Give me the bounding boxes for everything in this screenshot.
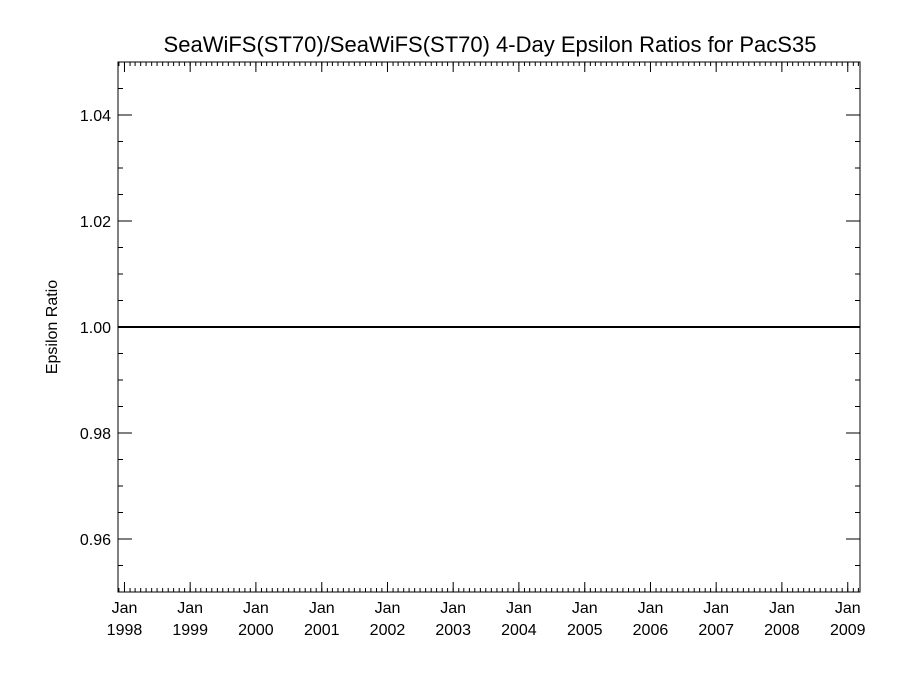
x-tick-label-month: Jan (703, 600, 729, 617)
x-tick-label-year: 2002 (370, 622, 406, 639)
x-tick-label-year: 2006 (633, 622, 669, 639)
tick-labels: 0.96 0.98 1.00 1.02 1.04 Jan 1998 Jan 1999 Jan 200… (80, 108, 866, 639)
x-tick-label-month: Jan (243, 600, 269, 617)
y-tick-label: 0.96 (80, 532, 111, 549)
x-tick-label-year: 2005 (567, 622, 603, 639)
x-tick-label-month: Jan (112, 600, 138, 617)
x-tick-label-month: Jan (506, 600, 532, 617)
x-tick-label-year: 2000 (238, 622, 274, 639)
chart-title: SeaWiFS(ST70)/SeaWiFS(ST70) 4-Day Epsilo… (164, 32, 817, 57)
axis-ticks (118, 62, 860, 592)
y-tick-label: 1.00 (80, 320, 111, 337)
x-tick-label-year: 2003 (435, 622, 471, 639)
x-tick-label-year: 2007 (698, 622, 734, 639)
x-tick-label-month: Jan (572, 600, 598, 617)
x-tick-label-year: 1998 (107, 622, 143, 639)
x-tick-label-month: Jan (440, 600, 466, 617)
x-tick-label-year: 1999 (172, 622, 208, 639)
x-tick-label-month: Jan (309, 600, 335, 617)
y-tick-label: 1.04 (80, 108, 111, 125)
y-axis-label: Epsilon Ratio (44, 280, 61, 374)
y-tick-label: 0.98 (80, 426, 111, 443)
x-tick-label-month: Jan (375, 600, 401, 617)
x-tick-label-year: 2009 (830, 622, 866, 639)
x-tick-label-year: 2008 (764, 622, 800, 639)
x-tick-label-month: Jan (769, 600, 795, 617)
x-tick-label-month: Jan (177, 600, 203, 617)
x-tick-label-month: Jan (835, 600, 861, 617)
y-tick-label: 1.02 (80, 214, 111, 231)
x-tick-label-year: 2001 (304, 622, 340, 639)
x-tick-label-month: Jan (638, 600, 664, 617)
x-tick-label-year: 2004 (501, 622, 537, 639)
